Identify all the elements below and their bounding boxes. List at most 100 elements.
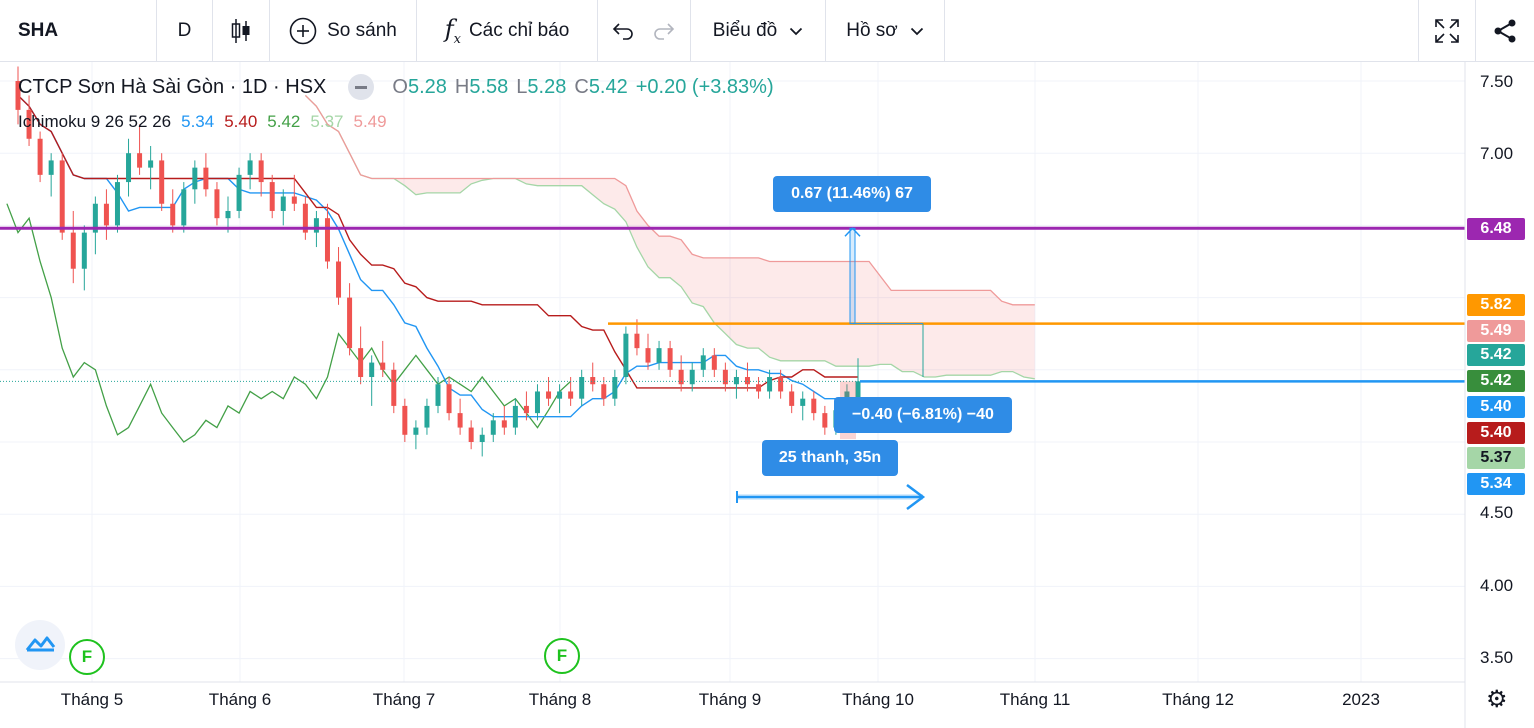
ohlc-low: 5.28 [527, 75, 567, 98]
candle-body [457, 413, 463, 428]
ohlc-close-label: C [574, 75, 589, 98]
candle-body [534, 391, 540, 414]
financials-event-marker[interactable]: F [69, 639, 105, 675]
time-tick: 2023 [1342, 690, 1380, 709]
price-tick: 4.50 [1480, 503, 1514, 522]
candle-body [778, 377, 784, 392]
price-change: +0.20 (+3.83%) [635, 75, 774, 98]
function-icon: fx [444, 15, 461, 47]
ichimoku-span-b-value: 5.49 [353, 112, 387, 131]
candle-body [181, 189, 187, 226]
ichimoku-cloud [305, 95, 1035, 379]
candle-body [789, 391, 795, 406]
indicators-button[interactable]: fx Các chỉ báo [417, 0, 597, 62]
candle-body [689, 369, 695, 385]
candles-icon [229, 17, 253, 45]
ichimoku-kijun-value: 5.40 [224, 112, 258, 131]
candle-body [579, 377, 585, 399]
candle-body [800, 398, 806, 406]
candle-body [413, 427, 419, 435]
settings-gear-icon[interactable]: ⚙ [1486, 686, 1508, 713]
candle-body [92, 203, 98, 233]
price-badge-span-a: 5.37 [1467, 447, 1525, 469]
price-tick: 7.50 [1480, 72, 1514, 91]
time-tick: Tháng 6 [208, 690, 272, 709]
candle-body [148, 160, 154, 168]
candle-body [214, 189, 220, 219]
candle-body [126, 153, 132, 183]
candle-body [203, 167, 209, 190]
chart-menu-button[interactable]: Biểu đồ [691, 0, 825, 62]
candle-body [324, 218, 330, 262]
time-tick: Tháng 8 [528, 690, 592, 709]
candle-body [722, 369, 728, 385]
chart-style-button[interactable] [213, 0, 269, 62]
tradingview-logo-button[interactable] [15, 620, 65, 670]
ichimoku-tenkan-line [17, 94, 859, 418]
candle-body [225, 210, 231, 219]
interval-button[interactable]: D [157, 0, 212, 62]
candle-body [313, 218, 319, 233]
ichimoku-kijun-line [17, 94, 858, 389]
ichimoku-chikou-line [6, 203, 572, 443]
price-range-label-up[interactable]: 0.67 (11.46%) 67 [773, 176, 931, 212]
candle-body [645, 348, 651, 363]
price-badge-tenkan: 5.34 [1467, 473, 1525, 495]
candle-body [822, 413, 828, 428]
financials-event-marker[interactable]: F [544, 638, 580, 674]
price-chart[interactable] [0, 62, 1534, 728]
candle-body [711, 355, 717, 370]
ohlc-high-label: H [454, 75, 470, 98]
candle-body [678, 369, 684, 385]
chevron-down-icon [789, 27, 803, 36]
candle-body [744, 377, 750, 385]
arrow-up-icon [844, 227, 861, 237]
logo-cloud-icon [23, 632, 57, 659]
ohlc-open: 5.28 [407, 75, 447, 98]
candle-body [546, 391, 552, 399]
price-tick: 7.00 [1480, 144, 1514, 163]
undo-button[interactable] [604, 0, 642, 62]
fullscreen-icon [1434, 18, 1460, 44]
arrow-right-icon [906, 484, 926, 510]
ohlc-high: 5.58 [469, 75, 509, 98]
candle-body [192, 167, 198, 190]
candle-body [70, 232, 76, 269]
candle-body [159, 160, 165, 204]
candle-body [347, 297, 353, 349]
candle-body [170, 203, 176, 226]
date-range-label[interactable]: 25 thanh, 35n [762, 440, 898, 476]
price-badge-level: 6.48 [1467, 218, 1525, 240]
candle-body [302, 203, 308, 233]
ohlc-close: 5.42 [588, 75, 628, 98]
candle-body [424, 405, 430, 428]
candle-body [435, 384, 441, 406]
share-button[interactable] [1476, 0, 1534, 62]
time-tick: Tháng 11 [999, 690, 1071, 709]
candle-body [733, 377, 739, 385]
candle-body [291, 196, 297, 204]
candle-body [26, 109, 32, 139]
time-tick: Tháng 10 [842, 690, 914, 709]
candle-body [501, 420, 507, 428]
profile-menu-button[interactable]: Hồ sơ [826, 0, 944, 62]
compare-button[interactable]: So sánh [270, 0, 416, 62]
indicator-legend: Ichimoku 9 26 52 26 5.34 5.40 5.42 5.37 … [18, 112, 387, 132]
hide-legend-icon[interactable] [348, 74, 375, 100]
fullscreen-button[interactable] [1419, 0, 1475, 62]
symbol-search-button[interactable]: SHA [0, 0, 156, 62]
candle-body [468, 427, 474, 442]
price-tick: 3.50 [1480, 648, 1514, 667]
indicator-name: Ichimoku 9 26 52 26 [18, 112, 172, 131]
candle-body [258, 160, 264, 183]
candle-body [512, 405, 518, 428]
time-tick: Tháng 9 [698, 690, 762, 709]
profile-label: Hồ sơ [846, 20, 898, 41]
candle-body [756, 384, 762, 392]
price-range-measure[interactable] [849, 227, 856, 325]
redo-button[interactable] [645, 0, 683, 62]
candle-body [667, 348, 673, 370]
candle-body [114, 182, 120, 226]
candle-body [490, 420, 496, 435]
price-range-label-down[interactable]: −0.40 (−6.81%) −40 [834, 397, 1012, 433]
